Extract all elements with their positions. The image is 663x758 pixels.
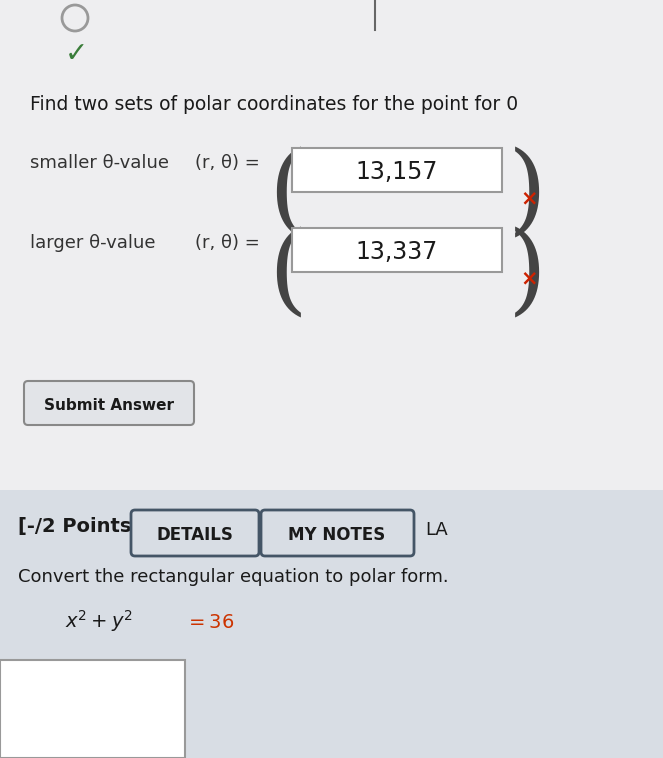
Text: ×: × xyxy=(520,188,538,208)
Text: $= 36$: $= 36$ xyxy=(185,613,235,632)
Text: ✓: ✓ xyxy=(65,40,88,68)
Text: ): ) xyxy=(508,148,547,244)
FancyBboxPatch shape xyxy=(24,381,194,425)
Text: Find two sets of polar coordinates for the point for 0: Find two sets of polar coordinates for t… xyxy=(30,95,518,114)
Text: DETAILS: DETAILS xyxy=(156,526,233,544)
Text: 13,157: 13,157 xyxy=(356,160,438,184)
Text: Convert the rectangular equation to polar form.: Convert the rectangular equation to pola… xyxy=(18,568,449,586)
Text: (: ( xyxy=(268,148,307,244)
Polygon shape xyxy=(0,430,310,490)
Text: (: ( xyxy=(268,228,307,324)
Text: Submit Answer: Submit Answer xyxy=(44,397,174,412)
Text: larger θ-value: larger θ-value xyxy=(30,234,156,252)
FancyBboxPatch shape xyxy=(131,510,259,556)
FancyBboxPatch shape xyxy=(0,0,663,490)
FancyBboxPatch shape xyxy=(0,490,663,758)
FancyBboxPatch shape xyxy=(292,148,502,192)
Text: LA: LA xyxy=(425,521,448,539)
Text: ×: × xyxy=(520,268,538,288)
Text: (r, θ) =: (r, θ) = xyxy=(195,234,260,252)
Text: MY NOTES: MY NOTES xyxy=(288,526,386,544)
Text: $x^2 + y^2$: $x^2 + y^2$ xyxy=(65,609,133,634)
Text: smaller θ-value: smaller θ-value xyxy=(30,154,169,172)
Text: [-/2 Points]: [-/2 Points] xyxy=(18,517,141,536)
FancyBboxPatch shape xyxy=(0,660,185,758)
Text: ): ) xyxy=(508,228,547,324)
FancyBboxPatch shape xyxy=(292,228,502,272)
Text: (r, θ) =: (r, θ) = xyxy=(195,154,260,172)
FancyBboxPatch shape xyxy=(261,510,414,556)
Text: 13,337: 13,337 xyxy=(356,240,438,264)
